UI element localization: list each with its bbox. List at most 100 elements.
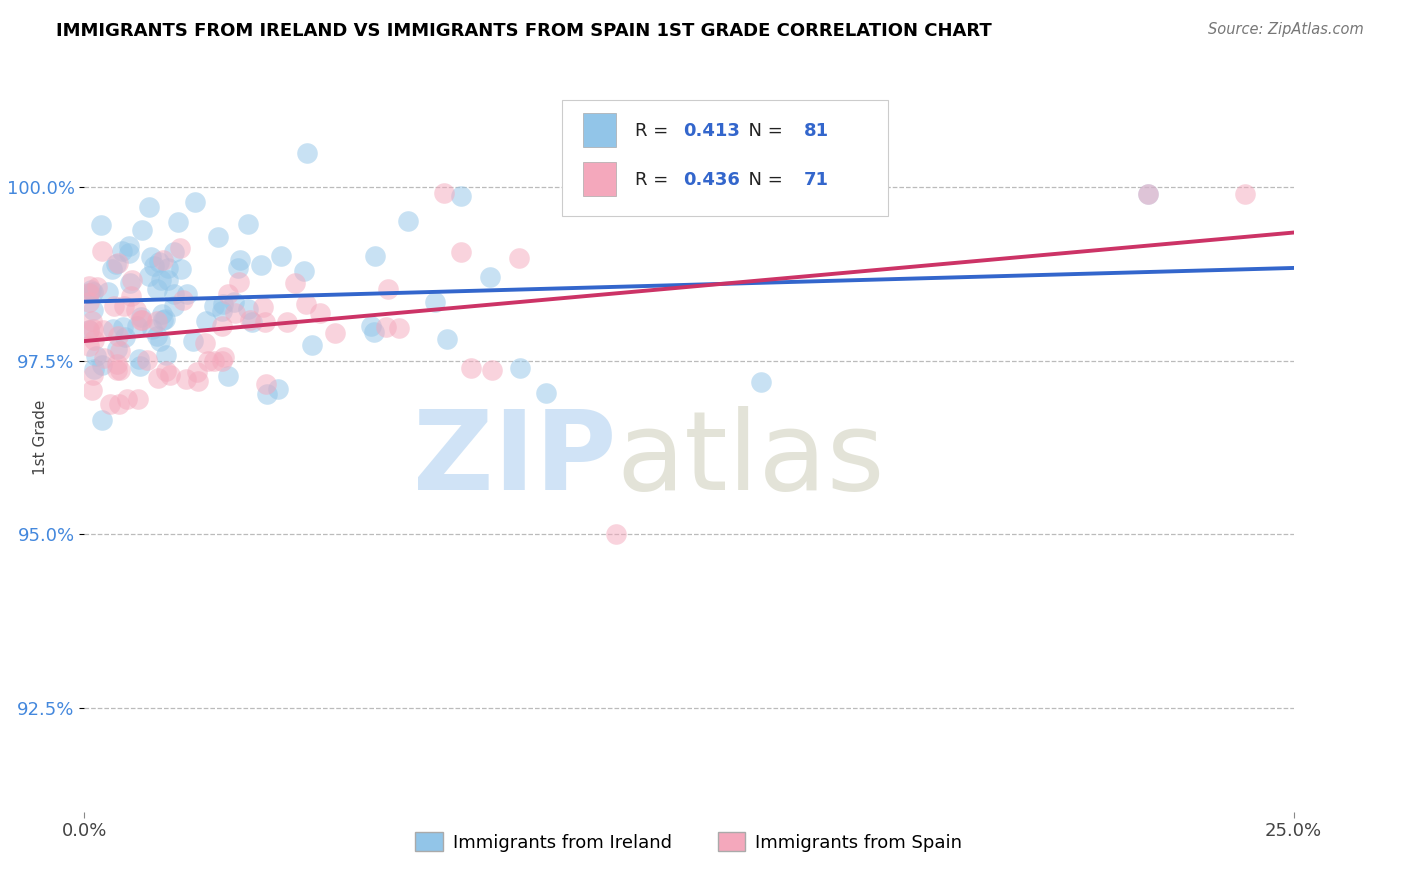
Point: [112, 299, 135, 313]
Point: [90, 413, 112, 427]
Point: [131, 312, 153, 326]
Point: [146, 282, 169, 296]
Point: [121, 273, 143, 287]
Point: [377, 282, 399, 296]
Point: [82, 303, 104, 318]
FancyBboxPatch shape: [582, 113, 616, 147]
Point: [308, 306, 330, 320]
Point: [176, 287, 198, 301]
Point: [211, 354, 233, 368]
Point: [90, 218, 112, 232]
Point: [149, 273, 172, 287]
Point: [105, 357, 128, 371]
Point: [436, 332, 458, 346]
Text: R =: R =: [634, 170, 673, 189]
Point: [226, 260, 249, 275]
Point: [118, 245, 141, 260]
Point: [93, 351, 115, 365]
Point: [77, 295, 100, 310]
Point: [197, 353, 219, 368]
Point: [91, 358, 114, 372]
Point: [267, 382, 290, 396]
Point: [751, 375, 773, 389]
Point: [217, 287, 239, 301]
Text: 71: 71: [804, 170, 828, 189]
Point: [129, 359, 152, 374]
Point: [239, 312, 262, 326]
Point: [169, 241, 191, 255]
Text: 0.413: 0.413: [683, 122, 740, 140]
Point: [111, 244, 134, 259]
Point: [148, 334, 170, 348]
Point: [83, 361, 105, 376]
FancyBboxPatch shape: [582, 162, 616, 196]
Point: [252, 300, 274, 314]
Point: [105, 257, 128, 271]
Text: 81: 81: [804, 122, 830, 140]
Point: [139, 250, 162, 264]
Point: [294, 297, 316, 311]
Point: [108, 344, 131, 359]
Text: 0.436: 0.436: [683, 170, 740, 189]
Point: [270, 249, 292, 263]
Point: [163, 299, 186, 313]
Point: [229, 253, 252, 268]
Point: [150, 307, 173, 321]
Point: [77, 286, 100, 301]
Legend: Immigrants from Ireland, Immigrants from Spain: Immigrants from Ireland, Immigrants from…: [408, 825, 970, 859]
Point: [292, 264, 315, 278]
Point: [155, 348, 177, 362]
Point: [152, 313, 174, 327]
Point: [80, 283, 103, 297]
Point: [360, 319, 382, 334]
Point: [450, 245, 472, 260]
Point: [77, 278, 100, 293]
Text: IMMIGRANTS FROM IRELAND VS IMMIGRANTS FROM SPAIN 1ST GRADE CORRELATION CHART: IMMIGRANTS FROM IRELAND VS IMMIGRANTS FR…: [56, 22, 993, 40]
Point: [276, 315, 298, 329]
FancyBboxPatch shape: [562, 100, 889, 216]
Text: 1st Grade: 1st Grade: [34, 400, 48, 475]
Point: [143, 259, 166, 273]
Point: [240, 315, 263, 329]
Point: [364, 249, 387, 263]
Point: [141, 322, 163, 336]
Point: [153, 312, 176, 326]
Point: [301, 338, 323, 352]
Point: [107, 397, 129, 411]
Point: [202, 353, 225, 368]
Point: [450, 189, 472, 203]
Point: [101, 261, 124, 276]
Point: [509, 360, 531, 375]
Point: [253, 315, 276, 329]
Point: [80, 313, 103, 327]
Point: [86, 280, 108, 294]
Point: [605, 527, 627, 541]
Text: N =: N =: [737, 170, 789, 189]
Point: [250, 259, 273, 273]
Point: [82, 384, 104, 398]
Point: [103, 322, 125, 336]
Point: [323, 326, 346, 340]
Point: [77, 322, 100, 336]
Point: [82, 322, 104, 336]
Point: [105, 342, 128, 356]
Point: [174, 372, 197, 386]
Point: [1137, 187, 1160, 202]
Point: [460, 360, 482, 375]
Point: [481, 363, 503, 377]
Point: [202, 299, 225, 313]
Point: [127, 392, 149, 407]
Point: [107, 256, 129, 270]
Point: [97, 285, 120, 300]
Point: [107, 328, 129, 343]
Point: [236, 217, 259, 231]
Point: [207, 229, 229, 244]
Point: [129, 313, 152, 327]
Point: [181, 334, 204, 348]
Point: [172, 293, 194, 307]
Point: [91, 244, 114, 258]
Point: [167, 215, 190, 229]
Point: [148, 370, 170, 384]
Text: ZIP: ZIP: [413, 406, 616, 513]
Point: [114, 330, 136, 344]
